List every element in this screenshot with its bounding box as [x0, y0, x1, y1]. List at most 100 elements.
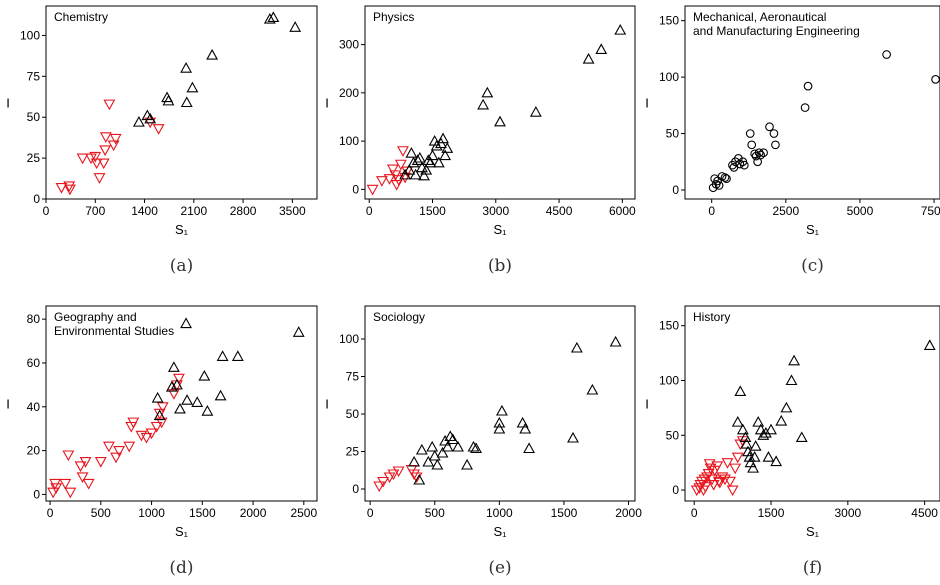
marker-group [690, 339, 936, 497]
y-tick-label: 20 [27, 444, 41, 458]
y-tick-label: 0 [672, 183, 679, 197]
data-point-triangle-up [132, 115, 145, 127]
data-point-triangle-up [151, 391, 164, 403]
plot-frame [364, 305, 636, 502]
data-point-triangle-up [420, 163, 433, 175]
y-tick-label: 25 [346, 445, 360, 459]
marker-group [373, 335, 622, 493]
data-point-circle [722, 174, 731, 184]
y-tick-label: 100 [339, 332, 359, 346]
data-point-triangle-up [493, 422, 506, 434]
data-point-triangle-down [386, 164, 399, 176]
data-point-triangle-up [418, 169, 430, 181]
y-axis-label: I [325, 96, 329, 111]
data-point-triangle-up [441, 142, 454, 153]
data-point-triangle-down [377, 476, 390, 488]
y-tick-label: 150 [659, 14, 679, 28]
data-point-triangle-up [785, 374, 798, 386]
x-axis-label: S₁ [806, 524, 820, 539]
data-point-triangle-up [752, 415, 765, 427]
data-point-triangle-down [690, 485, 703, 497]
data-point-triangle-up [167, 361, 180, 372]
data-point-triangle-up [452, 440, 464, 452]
data-point-triangle-up [496, 404, 508, 416]
data-point-circle [745, 129, 755, 138]
x-tick-label: 3000 [834, 506, 861, 520]
data-point-triangle-up [153, 409, 166, 421]
y-tick-label: 0 [352, 182, 359, 196]
data-point-triangle-up [749, 440, 762, 451]
data-point-triangle-up [609, 335, 622, 347]
panel-letter: (e) [488, 558, 511, 578]
data-point-triangle-down [410, 472, 423, 484]
data-point-triangle-down [366, 184, 379, 196]
panel-title: Physics [373, 10, 414, 24]
data-point-triangle-up [570, 341, 583, 353]
data-point-circle [750, 149, 760, 159]
data-point-circle [756, 150, 765, 160]
data-point-circle [765, 122, 774, 132]
x-tick-label: 6000 [609, 204, 636, 218]
data-point-triangle-up [289, 21, 302, 32]
data-point-triangle-up [180, 62, 193, 73]
data-point-triangle-up [411, 154, 424, 165]
panel-6: 0 1500 3000 4500 0 50 100 150 History S₁ I (f) [645, 305, 940, 578]
data-point-triangle-down [721, 458, 734, 469]
data-point-triangle-up [214, 389, 227, 401]
panel-5: 0 500 1000 1500 2000 0 25 50 75 100 Sociology S₁ I (e… [325, 305, 642, 578]
panel-letter: (d) [169, 558, 193, 578]
data-point-triangle-up [780, 401, 793, 413]
data-point-triangle-up [180, 96, 193, 108]
data-point-triangle-down [153, 408, 166, 420]
data-point-triangle-up [198, 369, 211, 381]
data-point-triangle-down [373, 481, 386, 493]
data-point-triangle-up [795, 431, 808, 443]
x-tick-label: 500 [425, 506, 445, 520]
y-tick-label: 75 [346, 370, 360, 384]
data-point-triangle-down [392, 466, 405, 478]
data-point-triangle-up [426, 440, 439, 452]
data-point-triangle-up [529, 106, 542, 117]
panel-letter: (b) [488, 256, 512, 276]
data-point-triangle-up [470, 442, 483, 454]
data-point-triangle-down [408, 469, 421, 481]
panel-letter: (f) [803, 558, 823, 578]
y-tick-label: 100 [339, 134, 359, 148]
data-point-triangle-down [375, 176, 388, 187]
panel-title: History [693, 310, 730, 324]
data-point-triangle-down [76, 472, 89, 484]
data-point-triangle-down [76, 153, 89, 165]
data-point-circle [769, 129, 779, 138]
data-point-triangle-up [441, 440, 454, 452]
x-tick-label: 1500 [419, 204, 446, 218]
data-point-triangle-down [394, 159, 407, 171]
data-point-triangle-down [90, 158, 103, 170]
x-tick-label: 4500 [546, 204, 573, 218]
data-point-triangle-up [736, 423, 749, 435]
data-point-triangle-down [89, 151, 102, 163]
panel-title: Mechanical, Aeronautical and Manufacturin… [693, 10, 860, 38]
data-point-triangle-up [292, 326, 305, 337]
marker-group [47, 317, 305, 499]
marker-group [708, 50, 940, 193]
panel-letter: (c) [801, 256, 824, 276]
x-tick-label: 0 [366, 204, 373, 218]
data-point-triangle-down [693, 483, 706, 494]
panel-title: Geography and Environmental Studies [54, 310, 174, 338]
data-point-triangle-down [102, 441, 115, 453]
data-point-triangle-up [428, 449, 441, 461]
y-axis-label: I [645, 397, 649, 412]
x-tick-label: 0 [708, 204, 715, 218]
data-point-triangle-up [614, 23, 627, 35]
data-point-triangle-up [775, 414, 788, 426]
data-point-triangle-up [467, 440, 480, 452]
data-point-circle [714, 181, 724, 190]
data-point-triangle-up [408, 455, 421, 467]
data-point-circle [771, 140, 780, 150]
data-point-triangle-down [99, 145, 112, 157]
panel-1: 0 700 1400 2100 2800 3500 0 25 50 75 100 Chemistry S… [6, 5, 318, 276]
data-point-triangle-up [446, 433, 459, 445]
y-tick-label: 50 [346, 407, 360, 421]
